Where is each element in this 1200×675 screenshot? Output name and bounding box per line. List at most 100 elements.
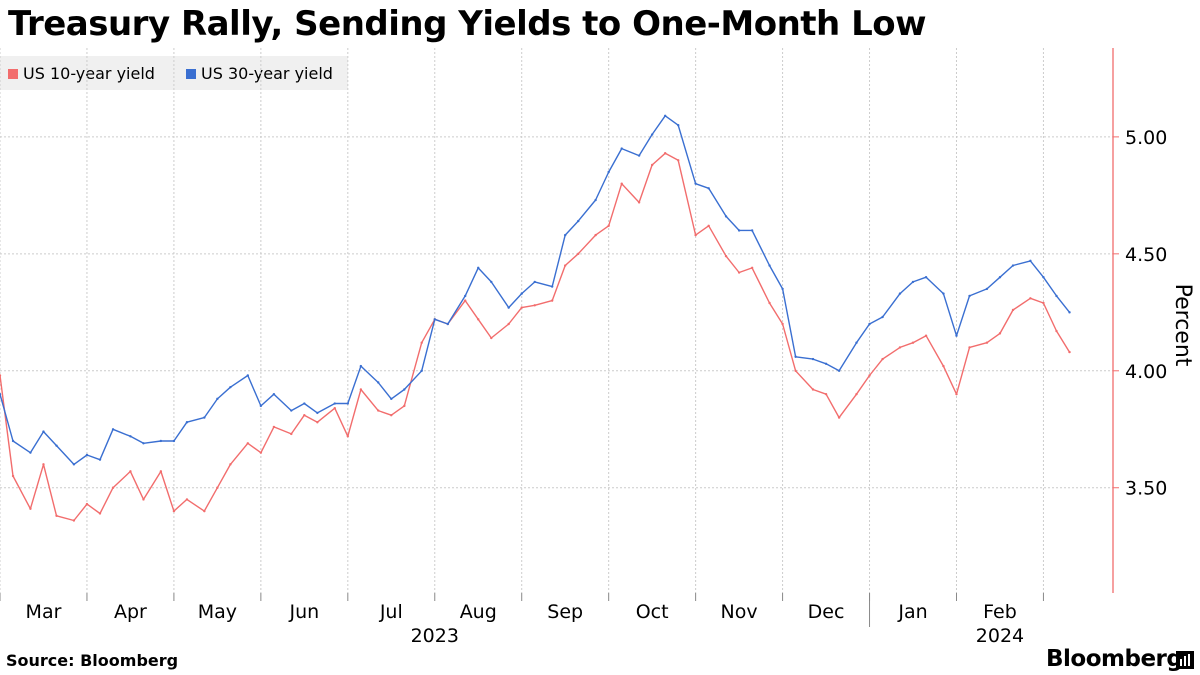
data-point [359,364,363,368]
data-point [707,187,710,190]
data-point [881,315,884,319]
x-month-label: Oct [636,601,669,623]
data-point [1068,350,1071,354]
data-point [98,458,102,461]
legend-item-10-year[interactable]: US 10-year yield [8,64,155,83]
data-point [911,280,915,284]
data-point [837,369,841,372]
x-month-label: Jul [379,601,403,623]
data-point [129,435,132,438]
x-month-label: Apr [114,601,147,623]
data-point [390,397,393,401]
y-axis-label: Percent [1170,284,1195,367]
data-point [272,425,276,429]
data-point [1029,259,1032,263]
data-point [577,219,580,223]
data-point [98,512,102,515]
x-month-label: Aug [460,601,497,623]
data-point [942,292,945,295]
legend-label-10-year: US 10-year yield [23,64,155,83]
data-point [229,463,232,466]
data-point [403,388,406,391]
data-point [824,392,828,396]
data-point [550,299,554,302]
data-point [446,322,450,326]
data-point [111,428,115,431]
data-point [768,264,771,267]
legend-item-30-year[interactable]: US 30-year yield [186,64,333,83]
data-point [955,392,958,396]
data-point [272,392,276,396]
data-point [55,444,58,447]
data-point [707,224,710,227]
data-point [490,336,493,340]
data-point [855,341,858,344]
data-point [420,369,423,372]
data-point [359,388,363,391]
data-point [129,470,132,473]
data-point [533,280,536,284]
data-point [172,439,176,443]
data-point [477,318,480,321]
data-point [637,154,641,157]
data-point [968,346,971,349]
data-point [811,388,815,391]
data-point [998,276,1002,279]
y-tick-label: 5.00 [1125,127,1167,149]
series-line [0,152,1071,522]
data-point [29,451,32,454]
data-point [0,374,2,377]
x-month-label: Dec [808,601,845,623]
data-point [463,294,467,298]
bloomberg-mark-icon [1176,651,1194,669]
data-point [942,364,945,368]
data-point [316,421,319,424]
data-point [142,442,145,445]
data-point [750,266,754,270]
data-point [955,334,958,337]
data-point [507,306,510,309]
data-point [694,233,697,237]
data-point [290,409,293,412]
data-point [607,224,610,227]
data-point [390,414,393,417]
data-point [142,498,145,501]
data-point [1042,276,1045,279]
data-point [216,486,219,489]
axis: 3.50 4.00 4.50 5.00 Mar Apr May Jun Jul Aug Sep Oct… [0,48,1195,647]
data-point [303,402,306,405]
data-point [85,502,89,506]
data-point [837,416,841,419]
bloomberg-logo: Bloomberg [1046,646,1183,672]
data-point [607,170,610,174]
series-10-year [0,152,1071,522]
data-point [650,133,654,136]
source-note: Source: Bloomberg [6,651,179,670]
data-point [333,402,336,405]
data-point [794,355,797,358]
data-point [550,285,554,288]
data-point [563,264,567,267]
data-point [677,123,680,127]
series-line [0,115,1071,466]
data-point [620,147,623,150]
data-point [203,416,206,419]
chart-title: Treasury Rally, Sending Yields to One-Mo… [8,4,927,44]
data-point [1068,311,1071,314]
data-point [377,381,380,384]
data-point [377,409,380,412]
data-point [463,299,467,302]
data-point [259,451,263,454]
data-point [868,374,871,377]
x-month-label: Jan [897,601,927,623]
data-point [737,271,741,274]
data-point [159,439,163,443]
data-point [637,201,641,204]
data-point [594,233,597,237]
data-point [1011,264,1015,267]
data-point [737,229,741,232]
data-point [663,114,667,118]
data-point [520,306,523,309]
y-tick-label: 4.50 [1125,244,1167,266]
